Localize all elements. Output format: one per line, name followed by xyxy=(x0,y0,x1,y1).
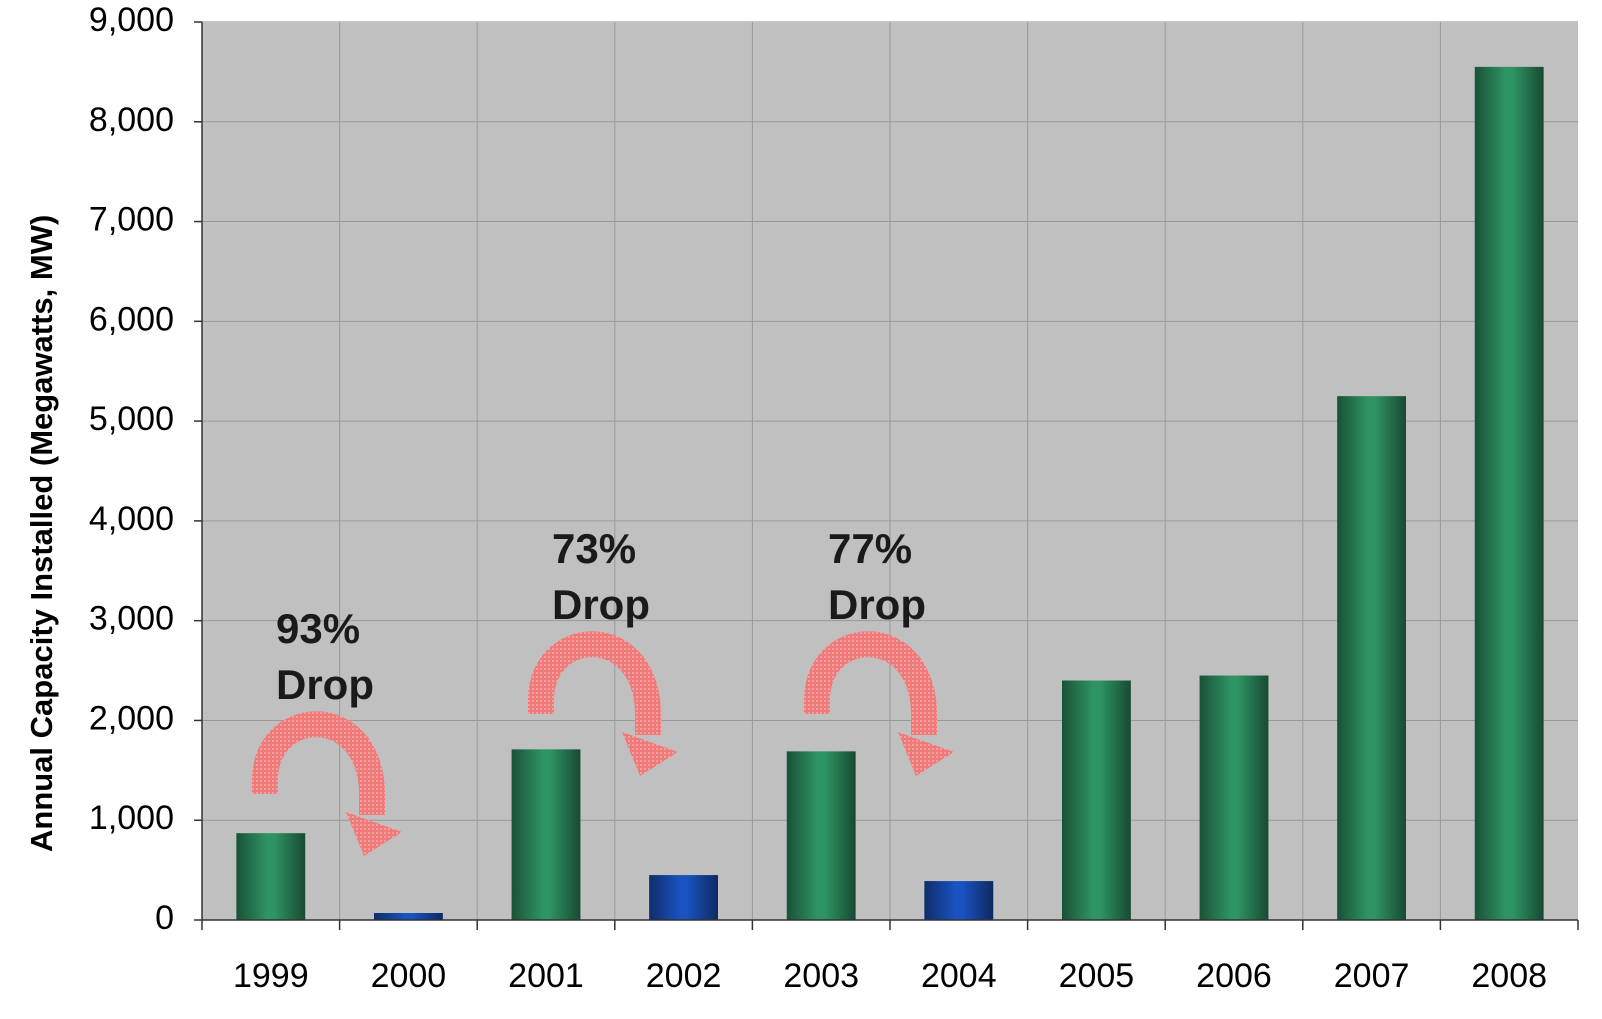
y-tick-label: 6,000 xyxy=(89,300,174,338)
x-tick-label: 2005 xyxy=(1059,957,1135,995)
y-tick-label: 5,000 xyxy=(89,400,174,438)
annotation-text: 93% xyxy=(276,605,360,652)
y-tick-label: 9,000 xyxy=(89,1,174,39)
x-tick-label: 2002 xyxy=(646,957,722,995)
x-tick-label: 2000 xyxy=(371,957,447,995)
y-axis-label: Annual Capacity Installed (Megawatts, MW… xyxy=(24,215,59,852)
drop-arrow xyxy=(528,631,678,776)
bar-shade xyxy=(649,875,718,920)
y-tick-label: 7,000 xyxy=(89,201,174,239)
arrow-head xyxy=(898,732,954,776)
drop-arrow xyxy=(804,631,954,776)
y-tick-label: 1,000 xyxy=(89,799,174,837)
arrow-arc xyxy=(252,711,386,815)
bar-shade xyxy=(236,833,306,920)
bar-shade xyxy=(1062,680,1131,920)
drop-arrow xyxy=(252,711,402,856)
x-tick-label: 2008 xyxy=(1471,957,1547,995)
y-tick-label: 2,000 xyxy=(89,699,174,737)
y-tick-label: 0 xyxy=(155,899,174,937)
bar-shade xyxy=(1474,66,1544,920)
x-tick-label: 2001 xyxy=(508,957,584,995)
annotation-text: Drop xyxy=(276,661,374,708)
bar-shade xyxy=(1199,675,1269,920)
x-tick-label: 1999 xyxy=(233,957,309,995)
x-tick-label: 2007 xyxy=(1334,957,1410,995)
bar-shade xyxy=(1337,396,1406,921)
bar-shade xyxy=(374,913,443,920)
annotation-text: 77% xyxy=(828,525,912,572)
x-tick-label: 2006 xyxy=(1196,957,1272,995)
annotation-text: Drop xyxy=(828,581,926,628)
annotation-text: Drop xyxy=(552,581,650,628)
x-tick-label: 2003 xyxy=(783,957,859,995)
x-tick-label: 2004 xyxy=(921,957,997,995)
y-tick-label: 3,000 xyxy=(89,600,174,638)
y-tick-label: 8,000 xyxy=(89,101,174,139)
bar-shade xyxy=(786,751,856,920)
arrow-arc xyxy=(804,631,938,735)
bar-shade xyxy=(924,881,994,920)
y-tick-label: 4,000 xyxy=(89,500,174,538)
arrow-head xyxy=(622,732,678,776)
annotation-text: 73% xyxy=(552,525,636,572)
arrow-arc xyxy=(528,631,662,735)
bar-shade xyxy=(511,749,581,920)
arrow-head xyxy=(346,812,402,856)
